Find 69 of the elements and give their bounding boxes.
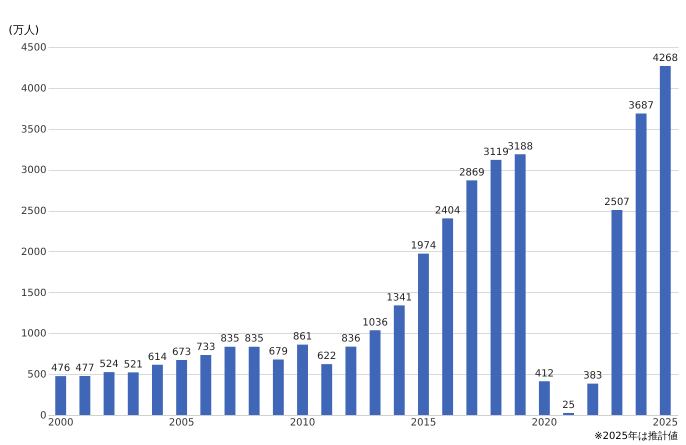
text: ※2025年は推計値 <box>594 430 678 442</box>
data-label: 2404 <box>434 205 460 216</box>
bar <box>611 210 622 415</box>
y-tick-label: 3500 <box>21 124 46 136</box>
data-label: 3687 <box>628 100 654 112</box>
y-tick-label: 1500 <box>21 288 46 299</box>
bar <box>660 66 671 415</box>
data-label: 673 <box>172 346 192 358</box>
data-label: 1341 <box>386 292 412 304</box>
x-tick-label: 2000 <box>48 418 74 428</box>
data-label: 861 <box>292 332 312 343</box>
bar <box>466 180 478 415</box>
y-tick-label: 2500 <box>21 206 46 218</box>
data-label: 3188 <box>507 141 533 152</box>
bar <box>394 305 405 415</box>
data-label: 1036 <box>362 317 388 328</box>
data-label: 2507 <box>604 196 630 208</box>
bar <box>345 346 356 415</box>
y-tick-label: 1000 <box>21 328 46 340</box>
x-tick-label: 2025 <box>652 418 678 428</box>
x-tick-label: 2015 <box>410 418 436 428</box>
bar <box>200 355 212 415</box>
data-label: 835 <box>244 334 264 345</box>
bar <box>128 372 139 415</box>
bar <box>55 376 66 415</box>
y-tick-label: 0 <box>40 410 46 422</box>
data-label: 25 <box>562 400 575 411</box>
data-label: 521 <box>124 359 143 370</box>
data-label: 4268 <box>652 52 678 64</box>
bar <box>297 344 308 415</box>
data-label: 679 <box>268 346 288 358</box>
data-label: 733 <box>196 342 216 354</box>
x-tick-label: 2005 <box>168 418 194 428</box>
y-tick-label: 3000 <box>21 165 46 176</box>
bar <box>370 330 381 415</box>
bar <box>176 360 188 415</box>
data-label: 622 <box>317 351 336 362</box>
x-tick-label: 2020 <box>532 418 558 428</box>
bar <box>538 381 550 415</box>
y-axis-title: (万人) <box>8 24 40 36</box>
y-tick-label: 500 <box>27 370 46 381</box>
bar <box>152 364 163 415</box>
bar <box>79 376 90 415</box>
data-label: 383 <box>583 370 602 382</box>
data-label: 476 <box>51 363 70 374</box>
bar <box>636 113 647 415</box>
data-label: 835 <box>220 334 240 345</box>
bar <box>272 359 284 415</box>
data-label: 477 <box>75 362 94 374</box>
bar <box>587 384 598 415</box>
x-tick-label: 2010 <box>290 418 316 428</box>
bar <box>514 154 526 415</box>
bar <box>418 254 429 415</box>
data-label: 524 <box>100 359 119 370</box>
data-label: 412 <box>534 368 554 380</box>
bar <box>104 372 115 415</box>
bar <box>321 364 332 415</box>
data-label: 2869 <box>459 167 485 178</box>
data-label: 3119 <box>483 146 509 158</box>
y-tick-label: 2000 <box>21 246 46 258</box>
data-label: 614 <box>148 352 167 363</box>
bar <box>442 218 454 415</box>
y-tick-label: 4500 <box>21 42 46 54</box>
data-label: 836 <box>341 334 360 345</box>
bar <box>248 346 260 415</box>
bar <box>224 346 236 415</box>
data-label: 1974 <box>410 240 436 252</box>
bar <box>490 160 502 415</box>
y-tick-label: 4000 <box>21 83 46 94</box>
